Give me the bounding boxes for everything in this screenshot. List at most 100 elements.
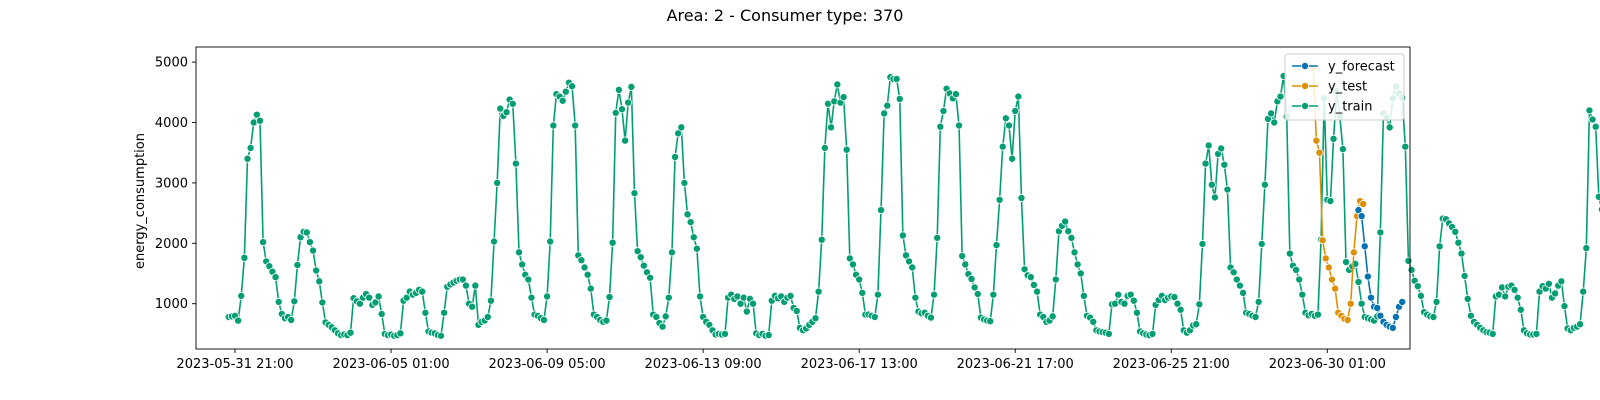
data-point — [880, 109, 889, 118]
legend-item-y-forecast: y_forecast — [1292, 60, 1395, 75]
data-point — [1585, 106, 1594, 115]
legend-swatch-marker — [1301, 102, 1310, 111]
data-point — [911, 293, 920, 302]
data-point — [1385, 123, 1394, 132]
data-point — [995, 195, 1004, 204]
data-point — [1360, 242, 1369, 251]
data-point — [998, 142, 1007, 151]
data-point — [1460, 271, 1469, 280]
data-point — [646, 273, 655, 282]
data-point — [486, 296, 495, 305]
data-point — [839, 93, 848, 102]
data-point — [842, 145, 851, 154]
data-point — [1217, 144, 1226, 153]
data-point — [680, 178, 689, 187]
data-point — [1276, 92, 1285, 101]
data-point — [658, 322, 667, 331]
data-point — [639, 261, 648, 270]
data-point — [764, 331, 773, 340]
x-tick-label: 2023-06-05 01:00 — [332, 357, 449, 372]
legend-item-y-train: y_train — [1292, 100, 1372, 115]
data-point — [1346, 299, 1355, 308]
data-point — [496, 104, 505, 113]
data-point — [305, 238, 314, 247]
data-point — [1594, 192, 1600, 201]
data-point — [1315, 148, 1324, 157]
data-point — [1014, 92, 1023, 101]
data-point — [1463, 294, 1472, 303]
data-point — [930, 290, 939, 299]
data-point — [527, 293, 536, 302]
data-point — [1011, 107, 1020, 116]
data-point — [1270, 118, 1279, 127]
data-point — [1033, 287, 1042, 296]
data-point — [870, 312, 879, 321]
data-point — [630, 189, 639, 198]
data-point — [1204, 141, 1213, 150]
data-point — [483, 312, 492, 321]
data-point — [1207, 180, 1216, 189]
x-tick-label: 2023-06-13 09:00 — [645, 357, 762, 372]
data-point — [1195, 300, 1204, 309]
data-point — [1001, 114, 1010, 123]
data-point — [240, 253, 249, 262]
data-point — [274, 297, 283, 306]
data-point — [1292, 265, 1301, 274]
data-point — [571, 121, 580, 130]
data-point — [992, 241, 1001, 250]
data-point — [1326, 197, 1335, 206]
data-point — [1235, 281, 1244, 290]
data-point — [1373, 303, 1382, 312]
data-point — [1388, 323, 1397, 332]
data-point — [986, 317, 995, 326]
data-point — [898, 231, 907, 240]
data-point — [951, 90, 960, 99]
data-point — [1029, 280, 1038, 289]
data-point — [1407, 265, 1416, 274]
x-tick-label: 2023-06-17 13:00 — [801, 357, 918, 372]
series-y-forecast — [1354, 206, 1407, 332]
legend-swatch-marker — [1301, 62, 1310, 71]
data-point — [667, 248, 676, 257]
chart-title: Area: 2 - Consumer type: 370 — [667, 6, 904, 25]
data-point — [583, 270, 592, 279]
data-point — [664, 293, 673, 302]
legend: y_forecast y_test y_train — [1284, 53, 1405, 121]
data-point — [493, 178, 502, 187]
data-point — [1331, 284, 1340, 293]
data-point — [970, 283, 979, 292]
data-point — [661, 312, 670, 321]
data-point — [1413, 282, 1422, 291]
data-point — [848, 260, 857, 269]
data-point — [858, 288, 867, 297]
data-point — [471, 281, 480, 290]
data-point — [1229, 268, 1238, 277]
data-point — [720, 329, 729, 338]
data-point — [677, 123, 686, 132]
data-point — [1544, 279, 1553, 288]
data-point — [524, 275, 533, 284]
data-point — [1391, 312, 1400, 321]
data-point — [234, 316, 243, 325]
data-point — [814, 287, 823, 296]
legend-label: y_forecast — [1328, 60, 1395, 75]
y-tick-label: 5000 — [155, 56, 188, 71]
data-point — [511, 159, 520, 168]
data-point — [967, 274, 976, 283]
data-point — [1591, 122, 1600, 131]
data-point — [1239, 288, 1248, 297]
data-point — [1295, 275, 1304, 284]
data-point — [883, 101, 892, 110]
data-point — [1061, 217, 1070, 226]
data-point — [1501, 292, 1510, 301]
data-point — [259, 238, 268, 247]
data-point — [1560, 302, 1569, 311]
data-point — [671, 152, 680, 161]
y-tick-label: 4000 — [155, 116, 188, 131]
data-point — [786, 291, 795, 300]
data-point — [958, 251, 967, 260]
data-point — [558, 96, 567, 105]
data-point — [933, 233, 942, 242]
data-point — [312, 266, 321, 275]
data-point — [820, 143, 829, 152]
